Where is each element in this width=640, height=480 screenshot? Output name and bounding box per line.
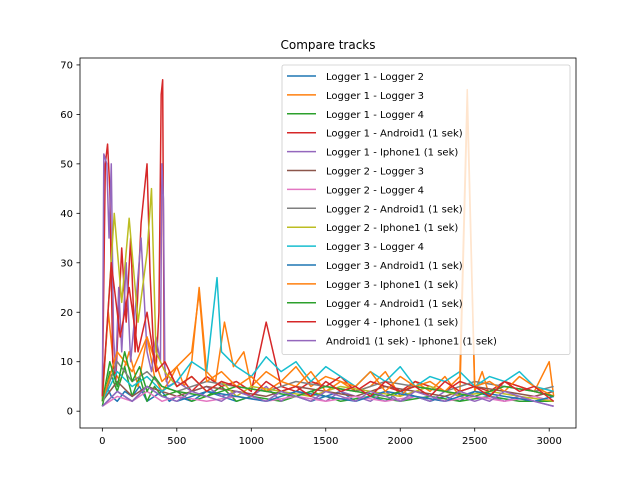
y-tick-label: 30 [60, 258, 73, 269]
x-tick-label: 2000 [388, 436, 413, 447]
chart-title: Compare tracks [280, 38, 375, 52]
x-tick-label: 1000 [239, 436, 264, 447]
legend: Logger 1 - Logger 2 Logger 1 - Logger 3 Lo… [281, 64, 571, 355]
legend-label-8: Logger 2 - Android1 (1 sek) [326, 204, 463, 215]
y-tick-label: 70 [60, 60, 73, 71]
legend-label-9: Logger 2 - Iphone1 (1 sek) [326, 223, 458, 234]
series-line-14 [101, 262, 555, 402]
series-line-10 [101, 276, 554, 402]
x-axis: 0 500 1000 1500 2000 2500 3000 [99, 428, 562, 447]
legend-label-14: Logger 4 - Iphone1 (1 sek) [326, 318, 458, 329]
x-tick-label: 2500 [462, 436, 487, 447]
legend-label-3: Logger 1 - Logger 4 [326, 110, 424, 121]
y-tick-label: 40 [60, 209, 73, 220]
x-tick-label: 3000 [536, 436, 561, 447]
legend-label-7: Logger 2 - Logger 4 [326, 185, 424, 196]
legend-box [281, 64, 571, 355]
legend-label-1: Logger 1 - Logger 2 [326, 72, 424, 83]
x-tick-label: 0 [99, 436, 105, 447]
legend-label-6: Logger 2 - Logger 3 [326, 167, 424, 178]
legend-label-2: Logger 1 - Logger 3 [326, 91, 424, 102]
series-layer [101, 79, 555, 407]
y-axis: 0 10 20 30 40 50 60 70 [60, 60, 80, 418]
plot-area: 0 500 1000 1500 2000 2500 3000 0 10 20 30 40 50 60 70 [60, 57, 577, 447]
legend-label-13: Logger 4 - Android1 (1 sek) [326, 299, 463, 310]
legend-label-12: Logger 3 - Iphone1 (1 sek) [326, 280, 458, 291]
axes-frame [79, 57, 577, 429]
legend-label-15: Android1 (1 sek) - Iphone1 (1 sek) [326, 337, 497, 348]
legend-label-11: Logger 3 - Android1 (1 sek) [326, 261, 463, 272]
y-tick-label: 60 [60, 110, 73, 121]
x-tick-label: 1500 [313, 436, 338, 447]
y-tick-label: 50 [60, 159, 73, 170]
y-tick-label: 10 [60, 357, 73, 368]
series-line-15 [101, 385, 554, 407]
x-tick-label: 500 [167, 436, 186, 447]
y-tick-label: 0 [67, 407, 73, 418]
legend-label-5: Logger 1 - Iphone1 (1 sek) [326, 148, 458, 159]
legend-label-10: Logger 3 - Logger 4 [326, 242, 424, 253]
legend-label-4: Logger 1 - Android1 (1 sek) [326, 129, 463, 140]
y-tick-label: 20 [60, 308, 73, 319]
